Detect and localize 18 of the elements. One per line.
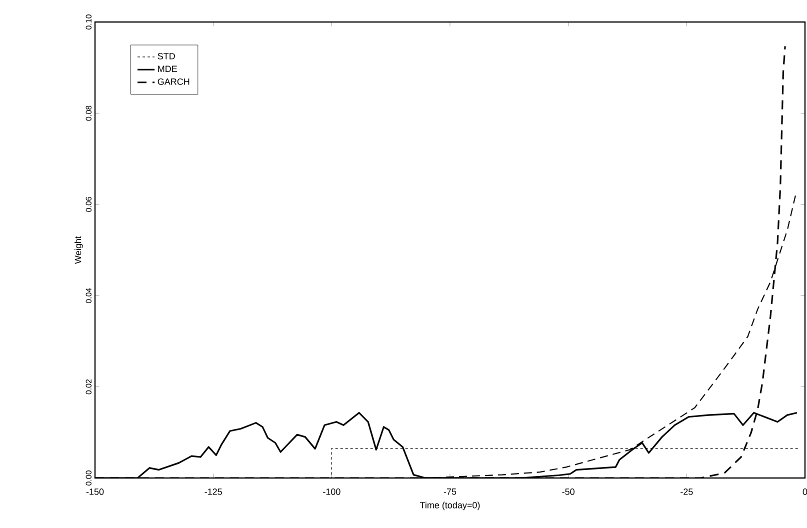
y-tick-label: 0.06 xyxy=(86,196,92,212)
x-tick-label: 0 xyxy=(802,488,807,495)
legend-label: MDE xyxy=(158,66,177,72)
x-tick-label: -125 xyxy=(204,488,222,495)
y-tick-label: 0.10 xyxy=(86,14,92,30)
legend-label: GARCH xyxy=(158,78,190,85)
y-tick-label: 0.04 xyxy=(86,288,92,304)
x-tick-label: -25 xyxy=(680,488,693,495)
x-axis-title: Time (today=0) xyxy=(420,502,480,510)
x-tick-label: -150 xyxy=(86,488,104,495)
x-tick-label: -50 xyxy=(562,488,574,495)
y-tick-label: 0.00 xyxy=(86,470,92,486)
y-tick-label: 0.08 xyxy=(86,106,92,121)
x-tick-label: -100 xyxy=(323,488,340,495)
y-tick-label: 0.02 xyxy=(86,379,92,394)
y-axis-title: Weight xyxy=(74,236,83,264)
legend-label: STD xyxy=(158,52,175,60)
x-tick-label: -75 xyxy=(444,488,456,495)
